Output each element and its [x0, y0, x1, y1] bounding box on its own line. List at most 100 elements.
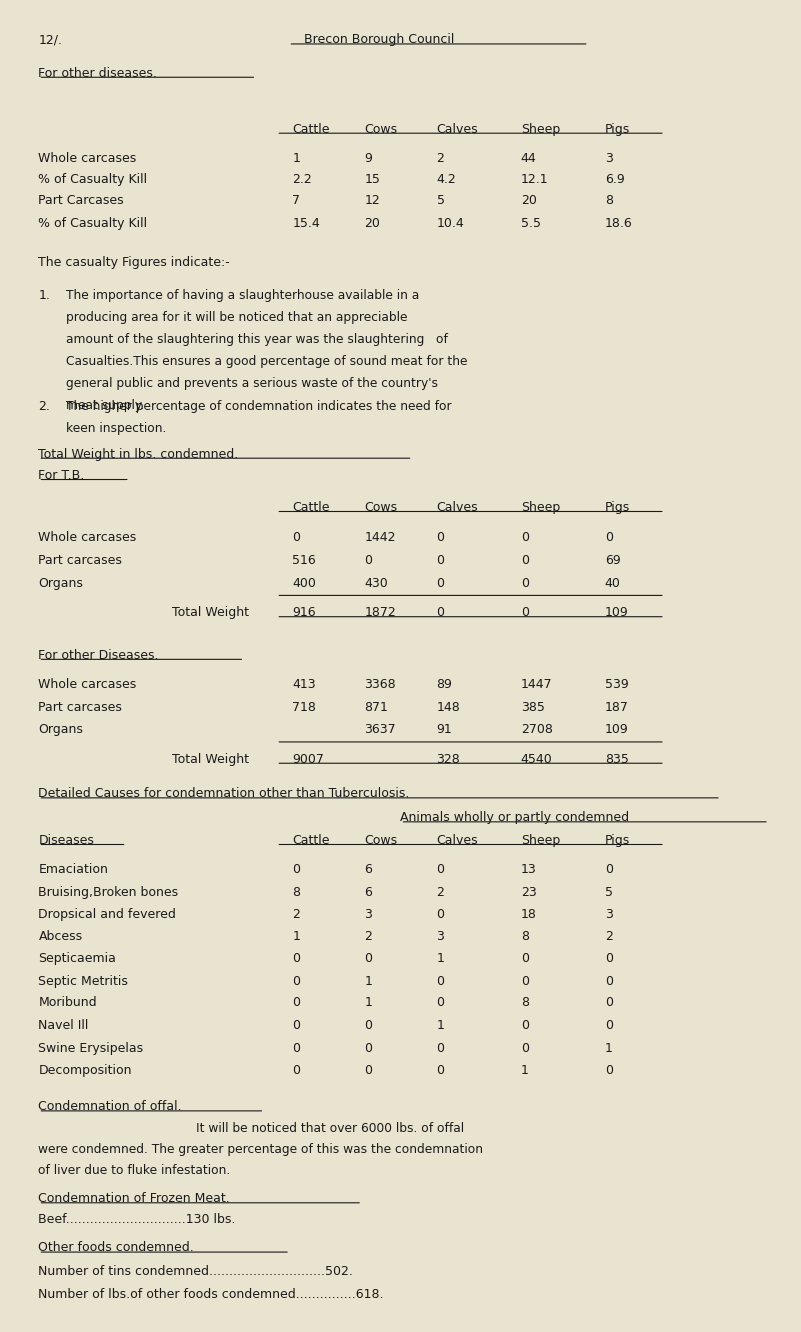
Text: 2.: 2. [38, 400, 50, 413]
Text: 2.2: 2.2 [292, 173, 312, 186]
Text: 0: 0 [292, 1064, 300, 1078]
Text: 0: 0 [292, 975, 300, 988]
Text: Part carcases: Part carcases [38, 701, 123, 714]
Text: 0: 0 [364, 1019, 372, 1032]
Text: Abcess: Abcess [38, 930, 83, 943]
Text: 0: 0 [521, 1019, 529, 1032]
Text: For T.B.: For T.B. [38, 469, 85, 482]
Text: 916: 916 [292, 606, 316, 619]
Text: 1872: 1872 [364, 606, 396, 619]
Text: 718: 718 [292, 701, 316, 714]
Text: The higher percentage of condemnation indicates the need for: The higher percentage of condemnation in… [66, 400, 452, 413]
Text: 0: 0 [364, 1064, 372, 1078]
Text: Navel Ill: Navel Ill [38, 1019, 89, 1032]
Text: 2: 2 [364, 930, 372, 943]
Text: 0: 0 [605, 1019, 613, 1032]
Text: 15.4: 15.4 [292, 217, 320, 230]
Text: 0: 0 [521, 606, 529, 619]
Text: 8: 8 [605, 194, 613, 208]
Text: 1.: 1. [38, 289, 50, 302]
Text: 2: 2 [605, 930, 613, 943]
Text: It will be noticed that over 6000 lbs. of offal: It will be noticed that over 6000 lbs. o… [196, 1122, 465, 1135]
Text: 7: 7 [292, 194, 300, 208]
Text: 0: 0 [605, 952, 613, 966]
Text: Septic Metritis: Septic Metritis [38, 975, 128, 988]
Text: Pigs: Pigs [605, 123, 630, 136]
Text: 15: 15 [364, 173, 380, 186]
Text: Cattle: Cattle [292, 501, 330, 514]
Text: 6: 6 [364, 863, 372, 876]
Text: 4.2: 4.2 [437, 173, 457, 186]
Text: 0: 0 [364, 554, 372, 567]
Text: were condemned. The greater percentage of this was the condemnation: were condemned. The greater percentage o… [38, 1143, 484, 1156]
Text: 0: 0 [292, 863, 300, 876]
Text: 40: 40 [605, 577, 621, 590]
Text: Other foods condemned.: Other foods condemned. [38, 1241, 194, 1255]
Text: 5.5: 5.5 [521, 217, 541, 230]
Text: 0: 0 [437, 577, 445, 590]
Text: 0: 0 [521, 531, 529, 545]
Text: Pigs: Pigs [605, 834, 630, 847]
Text: Cows: Cows [364, 834, 397, 847]
Text: 3637: 3637 [364, 723, 396, 737]
Text: 539: 539 [605, 678, 629, 691]
Text: 148: 148 [437, 701, 461, 714]
Text: Condemnation of Frozen Meat.: Condemnation of Frozen Meat. [38, 1192, 230, 1205]
Text: % of Casualty Kill: % of Casualty Kill [38, 173, 147, 186]
Text: 13: 13 [521, 863, 537, 876]
Text: 0: 0 [605, 1064, 613, 1078]
Text: Part carcases: Part carcases [38, 554, 123, 567]
Text: 1: 1 [292, 930, 300, 943]
Text: 3: 3 [364, 908, 372, 922]
Text: 385: 385 [521, 701, 545, 714]
Text: Bruising,Broken bones: Bruising,Broken bones [38, 886, 179, 899]
Text: 430: 430 [364, 577, 388, 590]
Text: 2: 2 [292, 908, 300, 922]
Text: 91: 91 [437, 723, 453, 737]
Text: 89: 89 [437, 678, 453, 691]
Text: 0: 0 [521, 975, 529, 988]
Text: Pigs: Pigs [605, 501, 630, 514]
Text: 328: 328 [437, 753, 461, 766]
Text: 0: 0 [437, 975, 445, 988]
Text: 10.4: 10.4 [437, 217, 465, 230]
Text: 8: 8 [521, 930, 529, 943]
Text: 8: 8 [292, 886, 300, 899]
Text: 1442: 1442 [364, 531, 396, 545]
Text: 3368: 3368 [364, 678, 396, 691]
Text: 0: 0 [605, 975, 613, 988]
Text: Emaciation: Emaciation [38, 863, 108, 876]
Text: 835: 835 [605, 753, 629, 766]
Text: 0: 0 [437, 1064, 445, 1078]
Text: For other diseases.: For other diseases. [38, 67, 157, 80]
Text: Beef..............................130 lbs.: Beef..............................130 lb… [38, 1213, 235, 1227]
Text: Cattle: Cattle [292, 834, 330, 847]
Text: 0: 0 [437, 531, 445, 545]
Text: Calves: Calves [437, 834, 478, 847]
Text: Whole carcases: Whole carcases [38, 152, 137, 165]
Text: Detailed Causes for condemnation other than Tuberculosis.: Detailed Causes for condemnation other t… [38, 787, 410, 801]
Text: 187: 187 [605, 701, 629, 714]
Text: 1: 1 [437, 1019, 445, 1032]
Text: 4540: 4540 [521, 753, 553, 766]
Text: Dropsical and fevered: Dropsical and fevered [38, 908, 176, 922]
Text: 0: 0 [292, 1019, 300, 1032]
Text: of liver due to fluke infestation.: of liver due to fluke infestation. [38, 1164, 231, 1177]
Text: 12: 12 [364, 194, 380, 208]
Text: amount of the slaughtering this year was the slaughtering   of: amount of the slaughtering this year was… [66, 333, 449, 346]
Text: Condemnation of offal.: Condemnation of offal. [38, 1100, 182, 1114]
Text: Septicaemia: Septicaemia [38, 952, 116, 966]
Text: 0: 0 [437, 1042, 445, 1055]
Text: 1447: 1447 [521, 678, 552, 691]
Text: 18.6: 18.6 [605, 217, 633, 230]
Text: Casualties.This ensures a good percentage of sound meat for the: Casualties.This ensures a good percentag… [66, 354, 468, 368]
Text: 1: 1 [364, 996, 372, 1010]
Text: Animals wholly or partly condemned: Animals wholly or partly condemned [400, 811, 630, 825]
Text: 12.1: 12.1 [521, 173, 548, 186]
Text: 69: 69 [605, 554, 621, 567]
Text: Cows: Cows [364, 123, 397, 136]
Text: Sheep: Sheep [521, 123, 560, 136]
Text: 3: 3 [605, 152, 613, 165]
Text: 12/.: 12/. [38, 33, 62, 47]
Text: 1: 1 [292, 152, 300, 165]
